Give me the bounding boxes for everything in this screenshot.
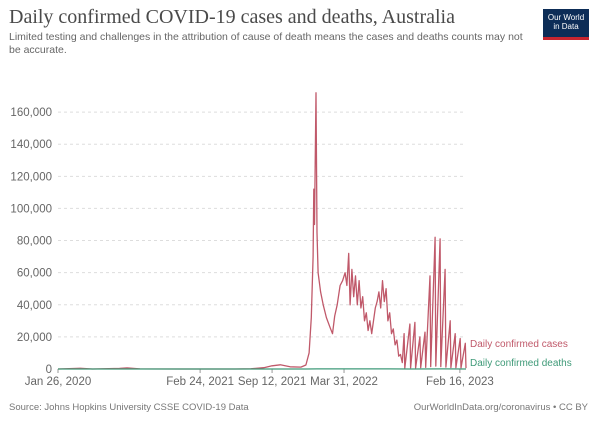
deaths-series-label: Daily confirmed deaths — [470, 358, 572, 369]
logo-line-2: in Data — [553, 22, 579, 31]
y-tick-label: 120,000 — [10, 171, 52, 183]
y-tick-label: 0 — [46, 364, 52, 376]
y-tick-label: 20,000 — [17, 332, 52, 344]
y-tick-label: 80,000 — [17, 236, 52, 248]
x-tick-label: Feb 24, 2021 — [166, 376, 234, 388]
cases-series-label: Daily confirmed cases — [470, 339, 568, 350]
y-tick-label: 60,000 — [17, 268, 52, 280]
x-axis: Jan 26, 2020 Feb 24, 2021 Sep 12, 2021 Mar … — [25, 368, 494, 388]
series-labels: Daily confirmed cases Daily confirmed dea… — [470, 339, 572, 369]
y-tick-label: 160,000 — [10, 107, 52, 119]
y-tick-label: 140,000 — [10, 139, 52, 151]
series-lines — [57, 92, 467, 370]
cases-series-line — [57, 92, 467, 370]
x-tick-label: Mar 31, 2022 — [310, 376, 378, 388]
chart-subtitle: Limited testing and challenges in the at… — [9, 31, 523, 56]
x-tick-label: Jan 26, 2020 — [25, 376, 92, 388]
y-axis: 0 20,000 40,000 60,000 80,000 100,000 120,000 1… — [10, 107, 52, 376]
grid-lines — [58, 111, 466, 338]
y-tick-label: 40,000 — [17, 300, 52, 312]
chart-title: Daily confirmed COVID-19 cases and death… — [9, 6, 455, 28]
owid-logo[interactable]: Our World in Data — [543, 9, 589, 40]
x-tick-label: Feb 16, 2023 — [426, 376, 494, 388]
credit-link[interactable]: OurWorldInData.org/coronavirus • CC BY — [413, 402, 588, 413]
source-note: Source: Johns Hopkins University CSSE CO… — [9, 402, 249, 413]
logo-line-1: Our World — [547, 13, 585, 22]
x-tick-label: Sep 12, 2021 — [238, 376, 306, 388]
y-tick-label: 100,000 — [10, 203, 52, 215]
